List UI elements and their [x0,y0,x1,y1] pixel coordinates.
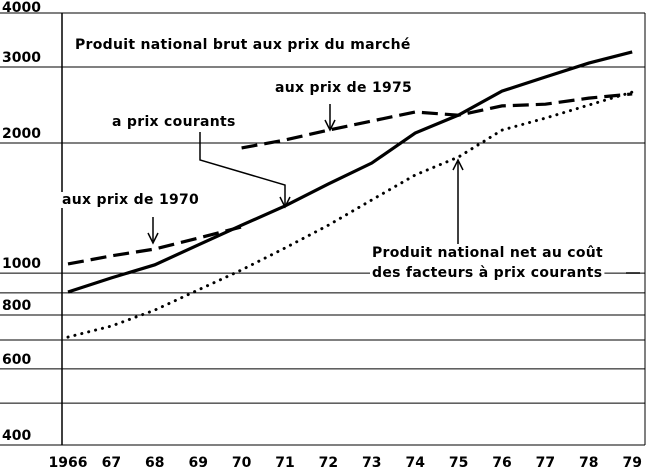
x-tick-label: 76 [492,455,511,471]
annotation: Produit national net au coût [372,245,603,261]
series-line [67,50,633,294]
annotation-bg [370,265,605,281]
annotation: Produit national brut aux prix du marché [75,37,411,53]
x-tick-label: 79 [622,455,641,471]
annotation-bg [73,37,413,53]
x-tick-label: 73 [362,455,381,471]
x-tick-label: 70 [232,455,252,471]
annotation-bg [110,114,238,130]
y-tick-label: 600 [2,352,31,368]
y-tick-label: 400 [2,428,31,444]
annotation: a prix courants [112,114,236,130]
x-tick-label: 78 [579,455,598,471]
series-line [241,92,633,150]
y-tick-label: 4000 [2,0,41,16]
x-tick-label: 74 [405,455,425,471]
x-tick-label: 69 [188,455,207,471]
annotation-bg [60,192,202,208]
annotation: aux prix de 1970 [62,192,199,208]
y-tick-label: 2000 [2,126,41,142]
x-tick-label: 1966 [49,455,88,471]
y-tick-label: 800 [2,298,31,314]
x-tick-label: 68 [145,455,164,471]
series-line [67,225,242,266]
annotation: aux prix de 1975 [275,80,412,96]
annotation-bg [273,80,415,96]
annotation: des facteurs à prix courants [372,265,602,281]
x-tick-label: 67 [102,455,121,471]
x-tick-label: 75 [449,455,468,471]
y-tick-label: 1000 [2,256,41,272]
x-tick-label: 72 [319,455,338,471]
x-tick-label: 71 [275,455,294,471]
series-line [66,90,634,339]
y-tick-label: 3000 [2,50,41,66]
x-tick-label: 77 [536,455,555,471]
annotation-bg [370,245,606,261]
